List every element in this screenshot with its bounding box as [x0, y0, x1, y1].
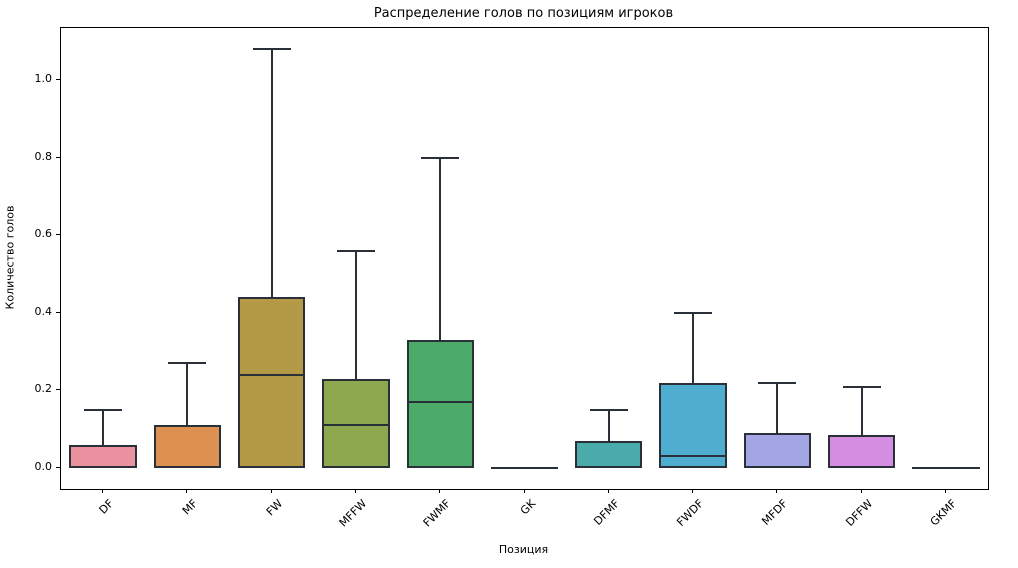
boxplot-box [153, 425, 222, 469]
boxplot-flat-line [912, 467, 980, 470]
y-tick-label: 0.2 [34, 382, 53, 396]
boxplot-upper-cap [84, 408, 123, 411]
boxplot-median [322, 424, 390, 427]
x-tick-mark [692, 489, 694, 493]
boxplot-upper-whisker [860, 386, 863, 436]
boxplot-upper-whisker [186, 363, 189, 426]
y-tick-mark [56, 467, 60, 469]
x-tick-label: MFFW [336, 497, 370, 530]
x-tick-mark [523, 489, 525, 493]
y-tick-label: 1.0 [34, 71, 53, 85]
boxplot-upper-whisker [102, 409, 105, 445]
x-tick-label: MF [180, 497, 201, 518]
plot-area [60, 27, 989, 490]
boxplot-flat-line [490, 467, 559, 470]
y-tick-mark [56, 156, 60, 158]
boxplot-upper-cap [674, 311, 713, 314]
chart-title: Распределение голов по позициям игроков [373, 6, 674, 21]
x-tick-mark [607, 489, 609, 493]
x-tick-label: DFMF [591, 497, 622, 528]
boxplot-upper-whisker [776, 382, 779, 434]
x-tick-mark [439, 489, 441, 493]
x-tick-mark [270, 489, 272, 493]
boxplot-box [575, 440, 643, 469]
boxplot-upper-cap [589, 408, 628, 411]
boxplot-upper-whisker [354, 250, 357, 379]
boxplot-box [237, 297, 306, 469]
boxplot-median [406, 401, 474, 404]
x-tick-mark [944, 489, 946, 493]
y-tick-label: 0.6 [34, 227, 53, 241]
boxplot-upper-whisker [439, 157, 442, 340]
boxplot-upper-cap [758, 381, 797, 384]
x-tick-label: GKMF [927, 497, 960, 529]
boxplot-upper-cap [252, 47, 291, 50]
x-tick-label: DF [96, 497, 117, 517]
y-tick-label: 0.0 [34, 460, 53, 474]
x-tick-label: FWDF [674, 497, 707, 529]
y-tick-mark [56, 234, 60, 236]
boxplot-box [659, 382, 727, 469]
x-tick-mark [102, 489, 104, 493]
boxplot-upper-whisker [270, 48, 273, 298]
x-tick-label: FWMF [420, 497, 454, 530]
x-tick-mark [776, 489, 778, 493]
boxplot-box [322, 378, 390, 469]
boxplot-upper-whisker [692, 312, 695, 383]
boxplot-median [237, 373, 306, 376]
x-tick-mark [186, 489, 188, 493]
x-tick-label: FW [263, 497, 285, 519]
boxplot-median [659, 455, 727, 458]
boxplot-box [827, 435, 896, 469]
boxplot-box [406, 339, 474, 469]
y-tick-label: 0.8 [34, 149, 53, 163]
boxplot-upper-cap [336, 249, 375, 252]
x-tick-label: DFFW [842, 497, 875, 529]
y-tick-label: 0.4 [34, 304, 53, 318]
y-tick-mark [56, 311, 60, 313]
boxplot-box [69, 444, 137, 469]
x-tick-mark [354, 489, 356, 493]
boxplot-upper-cap [842, 385, 881, 388]
x-tick-label: GK [517, 497, 538, 518]
y-tick-mark [56, 389, 60, 391]
y-tick-mark [56, 78, 60, 80]
boxplot-upper-cap [168, 362, 207, 365]
boxplot-box [743, 433, 811, 469]
x-axis-label: Позиция [498, 543, 549, 556]
x-tick-label: MFDF [759, 497, 791, 528]
boxplot-upper-cap [421, 156, 460, 159]
boxplot-upper-whisker [607, 409, 610, 441]
x-tick-mark [860, 489, 862, 493]
